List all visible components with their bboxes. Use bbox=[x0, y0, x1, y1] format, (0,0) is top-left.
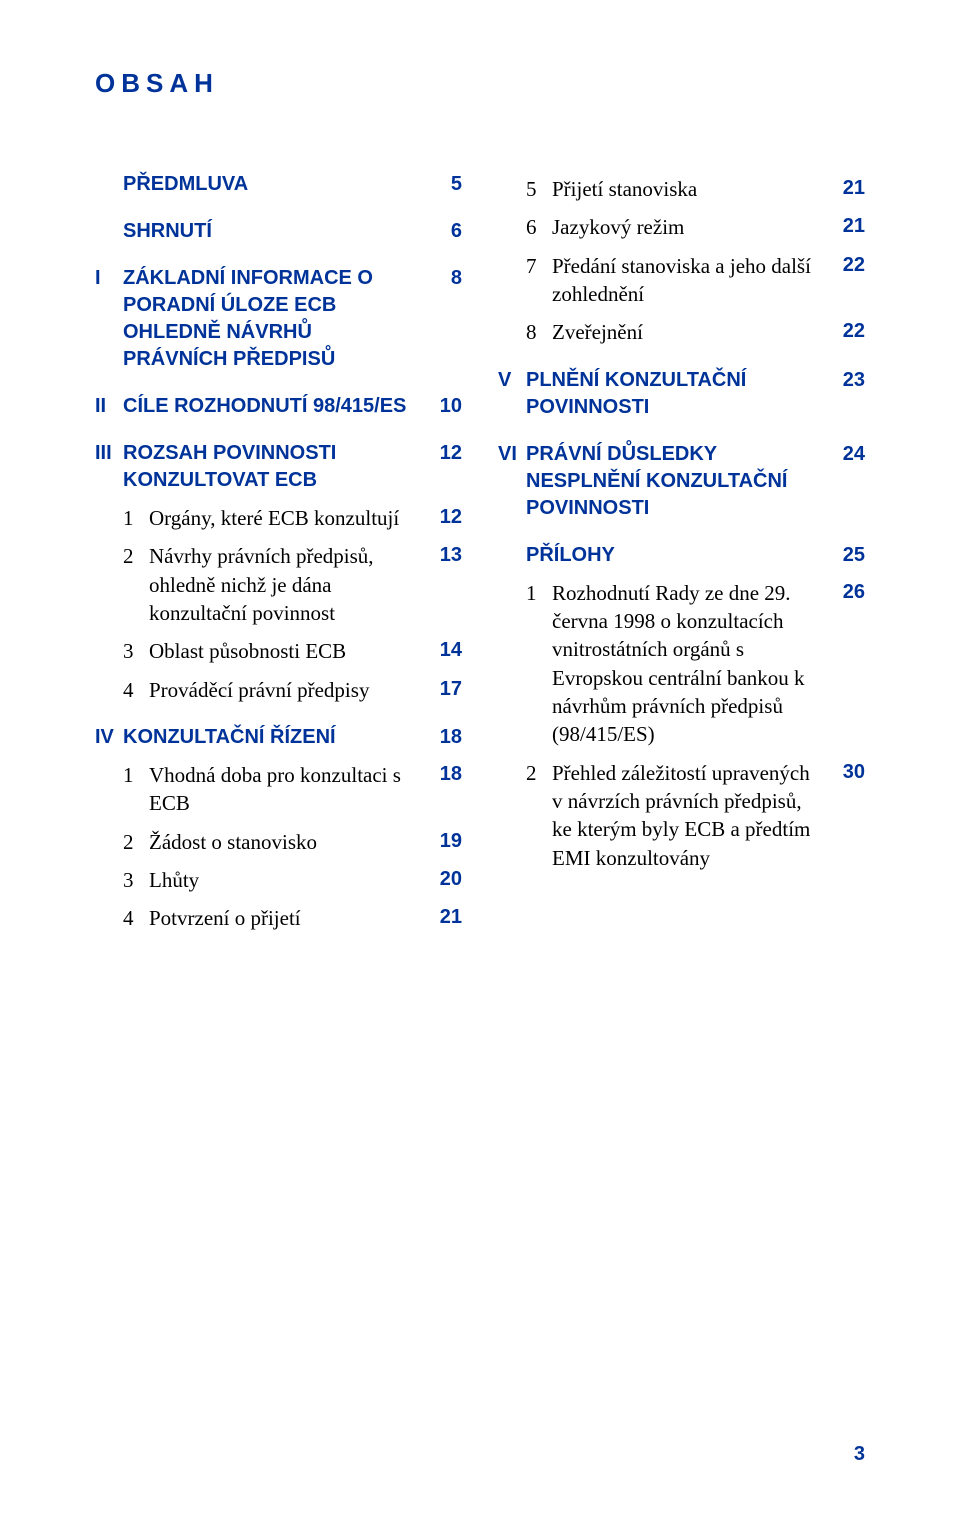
toc-section-row: SHRNUTÍ6 bbox=[95, 218, 462, 245]
toc-columns: PŘEDMLUVA5SHRNUTÍ6IZÁKLADNÍ INFORMACE O … bbox=[95, 171, 865, 933]
toc-item-number: 1 bbox=[95, 761, 149, 789]
toc-section-row: VIPRÁVNÍ DŮSLEDKY NESPLNĚNÍ KONZULTAČNÍ … bbox=[498, 441, 865, 522]
toc-item-number: 1 bbox=[498, 579, 552, 607]
toc-page-ref: 22 bbox=[823, 318, 865, 345]
toc-item-number: 3 bbox=[95, 866, 149, 894]
toc-page-ref: 21 bbox=[823, 175, 865, 202]
toc-item-number: 2 bbox=[95, 828, 149, 856]
toc-page-ref: 22 bbox=[823, 252, 865, 279]
toc-page-ref: 24 bbox=[823, 441, 865, 468]
toc-section-title: PŘEDMLUVA bbox=[123, 171, 420, 198]
toc-item-number: 2 bbox=[498, 759, 552, 787]
toc-item-number: 2 bbox=[95, 542, 149, 570]
toc-item-title: Jazykový režim bbox=[552, 213, 823, 241]
page-title: OBSAH bbox=[95, 68, 865, 99]
toc-item-number: 4 bbox=[95, 904, 149, 932]
toc-item-title: Rozhodnutí Rady ze dne 29. června 1998 o… bbox=[552, 579, 823, 749]
toc-item-number: 1 bbox=[95, 504, 149, 532]
toc-page-ref: 12 bbox=[420, 440, 462, 467]
toc-section-row: PŘÍLOHY25 bbox=[498, 542, 865, 569]
toc-page-ref: 14 bbox=[420, 637, 462, 664]
toc-left-column: PŘEDMLUVA5SHRNUTÍ6IZÁKLADNÍ INFORMACE O … bbox=[95, 171, 462, 933]
toc-page-ref: 13 bbox=[420, 542, 462, 569]
toc-section-row: IIIROZSAH POVINNOSTI KONZULTOVAT ECB12 bbox=[95, 440, 462, 494]
toc-section-title: PRÁVNÍ DŮSLEDKY NESPLNĚNÍ KONZULTAČNÍ PO… bbox=[526, 441, 823, 522]
toc-item-number: 6 bbox=[498, 213, 552, 241]
toc-item-title: Zveřejnění bbox=[552, 318, 823, 346]
toc-page-ref: 18 bbox=[420, 724, 462, 751]
toc-item-title: Prováděcí právní předpisy bbox=[149, 676, 420, 704]
toc-item-row: 4Potvrzení o přijetí21 bbox=[95, 904, 462, 932]
toc-item-row: 4Prováděcí právní předpisy17 bbox=[95, 676, 462, 704]
toc-page-ref: 17 bbox=[420, 676, 462, 703]
toc-item-row: 1Vhodná doba pro konzultaci s ECB18 bbox=[95, 761, 462, 818]
toc-section-number: III bbox=[95, 440, 123, 467]
toc-section-title: KONZULTAČNÍ ŘÍZENÍ bbox=[123, 724, 420, 751]
toc-page-ref: 30 bbox=[823, 759, 865, 786]
toc-item-row: 8Zveřejnění22 bbox=[498, 318, 865, 346]
toc-item-row: 6Jazykový režim21 bbox=[498, 213, 865, 241]
toc-section-number: V bbox=[498, 367, 526, 394]
toc-item-row: 1Orgány, které ECB konzultují12 bbox=[95, 504, 462, 532]
toc-page-ref: 5 bbox=[420, 171, 462, 198]
toc-item-row: 2Žádost o stanovisko19 bbox=[95, 828, 462, 856]
toc-item-title: Žádost o stanovisko bbox=[149, 828, 420, 856]
toc-item-number: 8 bbox=[498, 318, 552, 346]
toc-item-row: 2Návrhy právních předpisů, ohledně nichž… bbox=[95, 542, 462, 627]
toc-section-title: ROZSAH POVINNOSTI KONZULTOVAT ECB bbox=[123, 440, 420, 494]
toc-section-row: IVKONZULTAČNÍ ŘÍZENÍ18 bbox=[95, 724, 462, 751]
toc-item-row: 2Přehled záležitostí upravených v návrzí… bbox=[498, 759, 865, 872]
toc-item-title: Lhůty bbox=[149, 866, 420, 894]
toc-item-number: 4 bbox=[95, 676, 149, 704]
toc-page-ref: 21 bbox=[420, 904, 462, 931]
toc-item-row: 1Rozhodnutí Rady ze dne 29. června 1998 … bbox=[498, 579, 865, 749]
toc-item-title: Orgány, které ECB konzultují bbox=[149, 504, 420, 532]
toc-section-title: CÍLE ROZHODNUTÍ 98/415/ES bbox=[123, 393, 420, 420]
toc-page-ref: 12 bbox=[420, 504, 462, 531]
toc-section-row: PŘEDMLUVA5 bbox=[95, 171, 462, 198]
toc-right-column: 5Přijetí stanoviska216Jazykový režim217P… bbox=[498, 171, 865, 933]
page: OBSAH PŘEDMLUVA5SHRNUTÍ6IZÁKLADNÍ INFORM… bbox=[0, 0, 960, 1514]
toc-page-ref: 21 bbox=[823, 213, 865, 240]
toc-item-title: Předání stanoviska a jeho další zohledně… bbox=[552, 252, 823, 309]
toc-item-row: 3Oblast působnosti ECB14 bbox=[95, 637, 462, 665]
toc-page-ref: 18 bbox=[420, 761, 462, 788]
toc-page-ref: 10 bbox=[420, 393, 462, 420]
toc-item-title: Vhodná doba pro konzultaci s ECB bbox=[149, 761, 420, 818]
toc-item-row: 3Lhůty20 bbox=[95, 866, 462, 894]
toc-page-ref: 23 bbox=[823, 367, 865, 394]
toc-page-ref: 6 bbox=[420, 218, 462, 245]
toc-section-title: PŘÍLOHY bbox=[526, 542, 823, 569]
toc-page-ref: 26 bbox=[823, 579, 865, 606]
toc-section-number: II bbox=[95, 393, 123, 420]
toc-section-title: PLNĚNÍ KONZULTAČNÍ POVINNOSTI bbox=[526, 367, 823, 421]
toc-item-title: Přijetí stanoviska bbox=[552, 175, 823, 203]
toc-page-ref: 25 bbox=[823, 542, 865, 569]
toc-item-title: Návrhy právních předpisů, ohledně nichž … bbox=[149, 542, 420, 627]
toc-item-title: Potvrzení o přijetí bbox=[149, 904, 420, 932]
toc-page-ref: 8 bbox=[420, 265, 462, 292]
toc-item-number: 7 bbox=[498, 252, 552, 280]
toc-section-title: SHRNUTÍ bbox=[123, 218, 420, 245]
toc-section-row: VPLNĚNÍ KONZULTAČNÍ POVINNOSTI23 bbox=[498, 367, 865, 421]
toc-item-row: 7Předání stanoviska a jeho další zohledn… bbox=[498, 252, 865, 309]
toc-item-number: 3 bbox=[95, 637, 149, 665]
toc-page-ref: 20 bbox=[420, 866, 462, 893]
toc-page-ref: 19 bbox=[420, 828, 462, 855]
page-number: 3 bbox=[854, 1443, 865, 1466]
toc-section-number: VI bbox=[498, 441, 526, 468]
toc-item-row: 5Přijetí stanoviska21 bbox=[498, 175, 865, 203]
toc-item-title: Přehled záležitostí upravených v návrzíc… bbox=[552, 759, 823, 872]
toc-section-number: IV bbox=[95, 724, 123, 751]
toc-item-number: 5 bbox=[498, 175, 552, 203]
toc-item-title: Oblast působnosti ECB bbox=[149, 637, 420, 665]
toc-section-number: I bbox=[95, 265, 123, 292]
toc-section-row: IZÁKLADNÍ INFORMACE O PORADNÍ ÚLOZE ECB … bbox=[95, 265, 462, 373]
toc-section-row: IICÍLE ROZHODNUTÍ 98/415/ES10 bbox=[95, 393, 462, 420]
toc-section-title: ZÁKLADNÍ INFORMACE O PORADNÍ ÚLOZE ECB O… bbox=[123, 265, 420, 373]
